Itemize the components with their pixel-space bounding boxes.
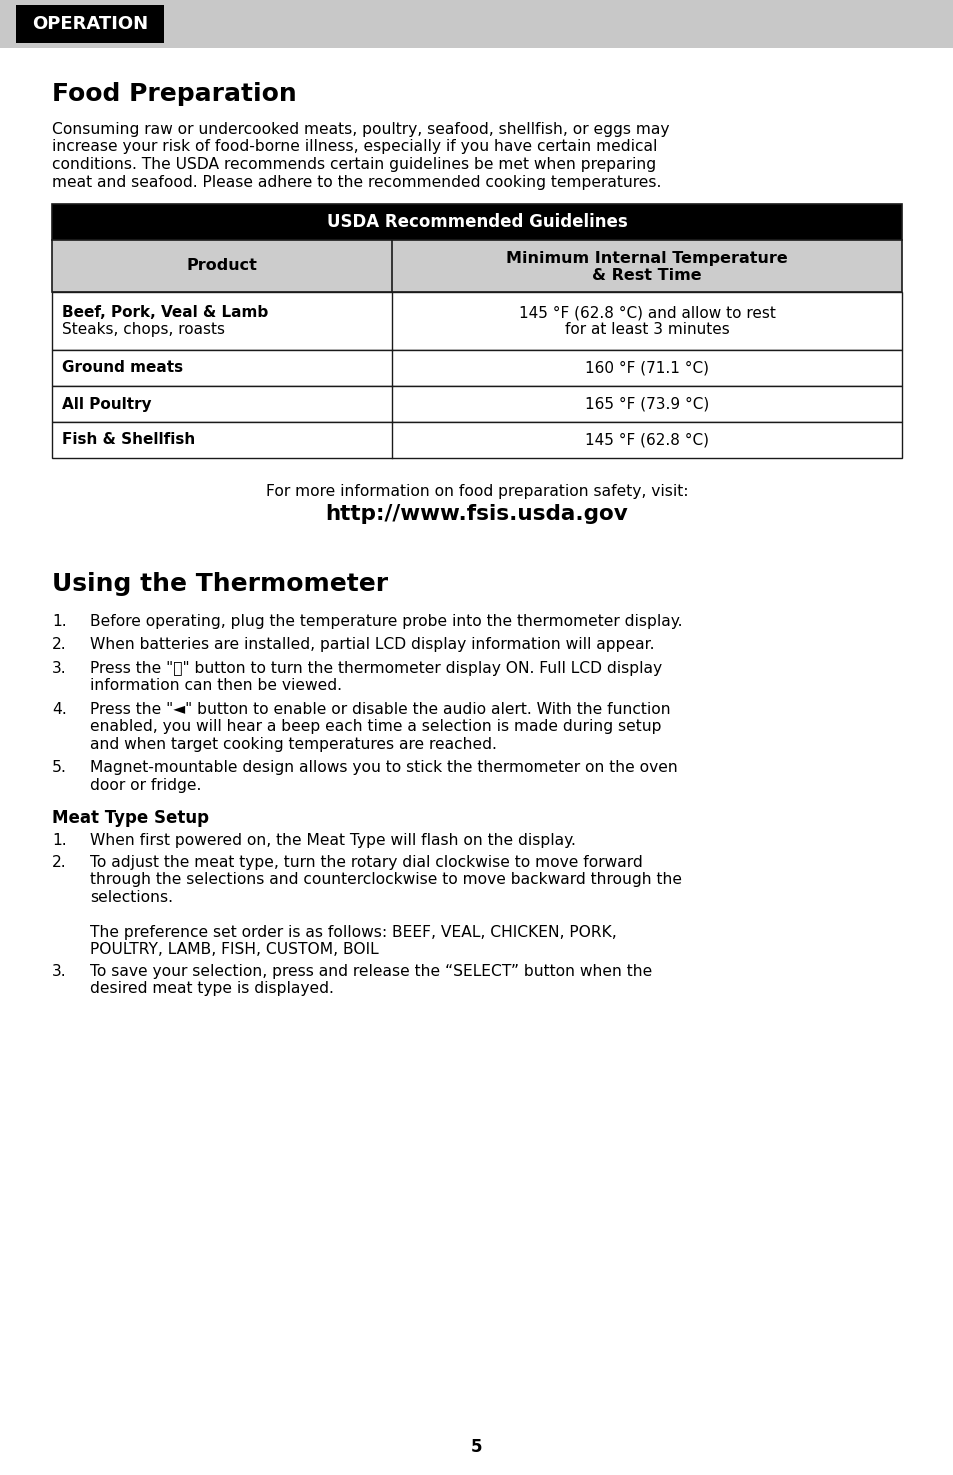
Text: USDA Recommended Guidelines: USDA Recommended Guidelines xyxy=(326,212,627,232)
Bar xyxy=(52,386,901,422)
Text: Press the "⏻" button to turn the thermometer display ON. Full LCD display: Press the "⏻" button to turn the thermom… xyxy=(90,661,661,676)
Text: 145 °F (62.8 °C): 145 °F (62.8 °C) xyxy=(584,432,708,447)
Text: When batteries are installed, partial LCD display information will appear.: When batteries are installed, partial LC… xyxy=(90,637,654,652)
Text: & Rest Time: & Rest Time xyxy=(592,267,701,283)
Text: 2.: 2. xyxy=(52,855,67,870)
Text: Fish & Shellfish: Fish & Shellfish xyxy=(62,432,195,447)
Text: All Poultry: All Poultry xyxy=(62,397,152,412)
Text: OPERATION: OPERATION xyxy=(31,15,148,32)
Text: 160 °F (71.1 °C): 160 °F (71.1 °C) xyxy=(584,360,708,376)
Text: Ground meats: Ground meats xyxy=(62,360,183,376)
Text: To save your selection, press and release the “SELECT” button when the: To save your selection, press and releas… xyxy=(90,965,652,979)
Bar xyxy=(52,204,901,240)
Text: Using the Thermometer: Using the Thermometer xyxy=(52,572,388,596)
Text: 5.: 5. xyxy=(52,761,67,776)
Text: meat and seafood. Please adhere to the recommended cooking temperatures.: meat and seafood. Please adhere to the r… xyxy=(52,174,660,189)
Bar xyxy=(52,350,901,386)
Text: desired meat type is displayed.: desired meat type is displayed. xyxy=(90,981,334,997)
Text: Magnet-mountable design allows you to stick the thermometer on the oven: Magnet-mountable design allows you to st… xyxy=(90,761,677,776)
Text: enabled, you will hear a beep each time a selection is made during setup: enabled, you will hear a beep each time … xyxy=(90,720,660,735)
Text: Before operating, plug the temperature probe into the thermometer display.: Before operating, plug the temperature p… xyxy=(90,614,681,628)
Text: 3.: 3. xyxy=(52,965,67,979)
Text: and when target cooking temperatures are reached.: and when target cooking temperatures are… xyxy=(90,738,497,752)
Text: Consuming raw or undercooked meats, poultry, seafood, shellfish, or eggs may: Consuming raw or undercooked meats, poul… xyxy=(52,122,669,137)
Text: 165 °F (73.9 °C): 165 °F (73.9 °C) xyxy=(584,397,708,412)
Text: Meat Type Setup: Meat Type Setup xyxy=(52,810,209,827)
Text: http://www.fsis.usda.gov: http://www.fsis.usda.gov xyxy=(325,504,628,524)
Text: The preference set order is as follows: BEEF, VEAL, CHICKEN, PORK,: The preference set order is as follows: … xyxy=(90,925,616,940)
Text: 2.: 2. xyxy=(52,637,67,652)
Text: 1.: 1. xyxy=(52,614,67,628)
Bar xyxy=(16,4,164,43)
Text: Press the "◄" button to enable or disable the audio alert. With the function: Press the "◄" button to enable or disabl… xyxy=(90,702,670,717)
Text: When first powered on, the Meat Type will flash on the display.: When first powered on, the Meat Type wil… xyxy=(90,833,576,848)
Text: 145 °F (62.8 °C) and allow to rest: 145 °F (62.8 °C) and allow to rest xyxy=(518,305,775,320)
Text: information can then be viewed.: information can then be viewed. xyxy=(90,678,341,693)
Text: 4.: 4. xyxy=(52,702,67,717)
Text: 5: 5 xyxy=(471,1438,482,1456)
Text: Minimum Internal Temperature: Minimum Internal Temperature xyxy=(506,251,787,266)
Text: POULTRY, LAMB, FISH, CUSTOM, BOIL: POULTRY, LAMB, FISH, CUSTOM, BOIL xyxy=(90,943,378,957)
Bar xyxy=(52,292,901,350)
Text: To adjust the meat type, turn the rotary dial clockwise to move forward: To adjust the meat type, turn the rotary… xyxy=(90,855,642,870)
Text: Food Preparation: Food Preparation xyxy=(52,83,296,106)
Text: 1.: 1. xyxy=(52,833,67,848)
Text: 3.: 3. xyxy=(52,661,67,676)
Text: Beef, Pork, Veal & Lamb: Beef, Pork, Veal & Lamb xyxy=(62,305,268,320)
Text: for at least 3 minutes: for at least 3 minutes xyxy=(564,322,729,336)
Text: increase your risk of food-borne illness, especially if you have certain medical: increase your risk of food-borne illness… xyxy=(52,140,657,155)
Text: Product: Product xyxy=(187,258,257,273)
Text: For more information on food preparation safety, visit:: For more information on food preparation… xyxy=(266,484,687,499)
Bar xyxy=(0,0,953,49)
Text: door or fridge.: door or fridge. xyxy=(90,777,201,794)
Text: through the selections and counterclockwise to move backward through the: through the selections and counterclockw… xyxy=(90,873,681,888)
Bar xyxy=(52,240,901,292)
Text: selections.: selections. xyxy=(90,889,172,906)
Bar xyxy=(52,422,901,459)
Text: Steaks, chops, roasts: Steaks, chops, roasts xyxy=(62,322,225,336)
Text: conditions. The USDA recommends certain guidelines be met when preparing: conditions. The USDA recommends certain … xyxy=(52,156,656,173)
